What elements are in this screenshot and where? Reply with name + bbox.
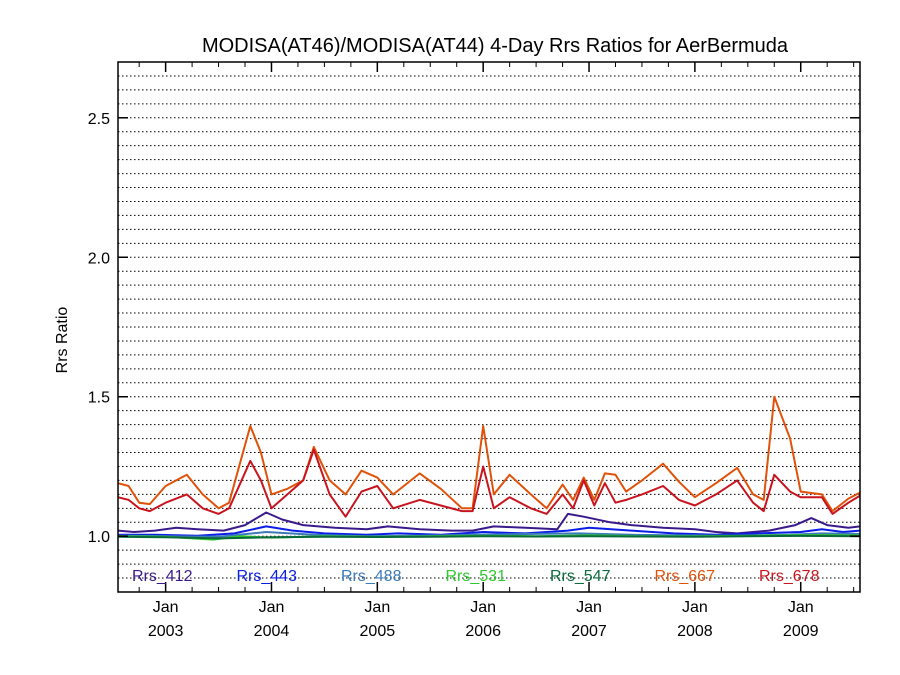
x-tick-label-month: Jan [576,599,602,616]
y-tick-label: 1.0 [88,529,110,546]
series-lines [118,395,860,541]
legend-label-rrs_667: Rrs_667 [655,568,716,585]
legend-label-rrs_443: Rrs_443 [237,568,298,585]
y-tick-label: 1.5 [88,390,110,407]
x-tick-label-year: 2006 [465,623,501,640]
x-tick-label-year: 2005 [360,623,396,640]
series-line-rrs_678 [118,448,860,518]
legend-label-rrs_488: Rrs_488 [341,568,402,585]
chart-title: MODISA(AT46)/MODISA(AT44) 4-Day Rrs Rati… [202,35,789,57]
legend-label-rrs_678: Rrs_678 [759,568,820,585]
x-tick-label-month: Jan [259,599,285,616]
axis-ticks: 1.0 1.5 2.0 2.5 Jan 2003 Jan 2004 Jan 2005 Jan 2006… [88,62,860,640]
legend-label-rrs_531: Rrs_531 [446,568,507,585]
series-line-rrs_667 [118,395,860,513]
x-tick-label-month: Jan [682,599,708,616]
series-line-rrs_443 [118,525,860,537]
x-tick-label-month: Jan [788,599,814,616]
y-axis-label: Rrs Ratio [54,307,71,374]
x-tick-label-year: 2008 [677,623,713,640]
legend-label-rrs_412: Rrs_412 [132,568,193,585]
x-tick-label-month: Jan [153,599,179,616]
legend-label-rrs_547: Rrs_547 [550,568,611,585]
x-tick-label-year: 2007 [571,623,607,640]
x-tick-label-month: Jan [364,599,390,616]
series-line-rrs_412 [118,511,860,535]
x-tick-label-year: 2003 [148,623,184,640]
legend: Rrs_412 Rrs_443 Rrs_488 Rrs_531 Rrs_547 Rrs_6… [132,568,820,585]
plot-frame [117,61,861,593]
x-tick-label-month: Jan [470,599,496,616]
x-tick-label-year: 2004 [254,623,290,640]
series-line-rrs_547 [118,534,860,540]
y-tick-label: 2.5 [88,111,110,128]
x-tick-label-year: 2009 [783,623,819,640]
y-tick-label: 2.0 [88,250,110,267]
